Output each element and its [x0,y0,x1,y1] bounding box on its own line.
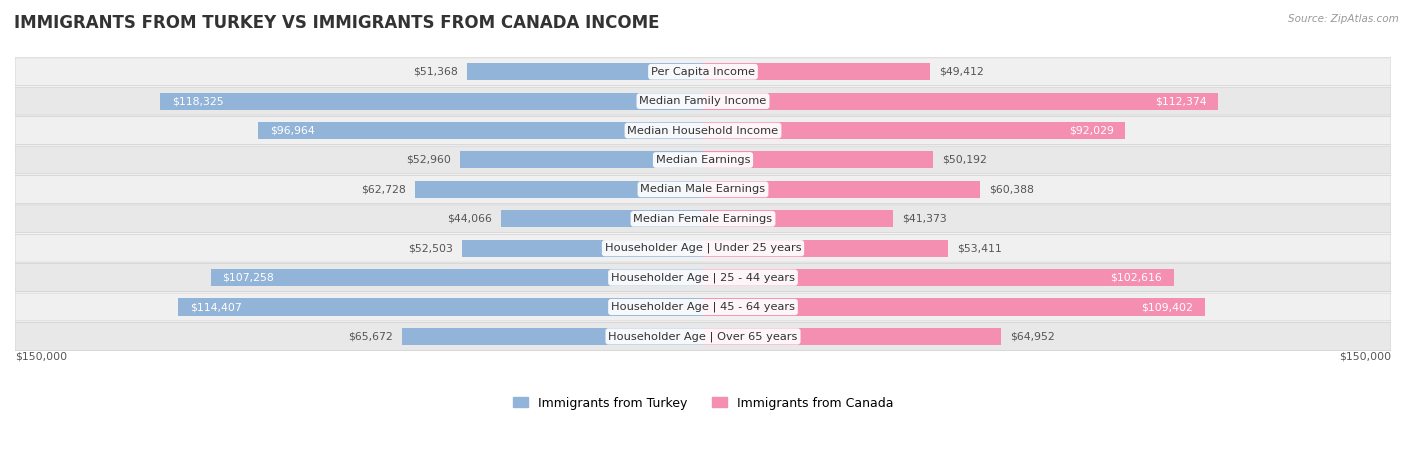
Text: Median Female Earnings: Median Female Earnings [634,214,772,224]
Text: $92,029: $92,029 [1069,126,1114,135]
Text: Per Capita Income: Per Capita Income [651,67,755,77]
Bar [703,122,1125,139]
Bar [703,298,1205,316]
Text: Source: ZipAtlas.com: Source: ZipAtlas.com [1288,14,1399,24]
Text: $62,728: $62,728 [361,184,406,194]
Text: $65,672: $65,672 [347,332,392,341]
Text: Median Earnings: Median Earnings [655,155,751,165]
Bar [703,328,1001,345]
Bar [179,298,703,316]
Text: $52,503: $52,503 [408,243,453,253]
Bar [703,151,934,169]
Bar [703,269,1174,286]
Bar [703,181,980,198]
Text: Householder Age | Under 25 years: Householder Age | Under 25 years [605,243,801,254]
Text: Householder Age | 25 - 44 years: Householder Age | 25 - 44 years [612,272,794,283]
FancyBboxPatch shape [15,146,1391,174]
Text: $150,000: $150,000 [1339,351,1391,361]
Bar [415,181,703,198]
Bar [703,240,948,257]
FancyBboxPatch shape [15,205,1391,233]
FancyBboxPatch shape [15,264,1391,291]
FancyBboxPatch shape [15,87,1391,115]
Bar [703,92,1219,110]
Text: $41,373: $41,373 [901,214,946,224]
Text: $52,960: $52,960 [406,155,451,165]
Text: $109,402: $109,402 [1142,302,1194,312]
FancyBboxPatch shape [15,322,1391,350]
Text: Median Family Income: Median Family Income [640,96,766,106]
FancyBboxPatch shape [15,234,1391,262]
Text: $53,411: $53,411 [957,243,1002,253]
Bar [160,92,703,110]
Text: $107,258: $107,258 [222,273,274,283]
Text: $96,964: $96,964 [270,126,315,135]
Text: Householder Age | 45 - 64 years: Householder Age | 45 - 64 years [612,302,794,312]
Bar [467,63,703,80]
FancyBboxPatch shape [15,58,1391,86]
Bar [259,122,703,139]
Text: $60,388: $60,388 [990,184,1033,194]
Text: IMMIGRANTS FROM TURKEY VS IMMIGRANTS FROM CANADA INCOME: IMMIGRANTS FROM TURKEY VS IMMIGRANTS FRO… [14,14,659,32]
Text: $64,952: $64,952 [1010,332,1054,341]
Legend: Immigrants from Turkey, Immigrants from Canada: Immigrants from Turkey, Immigrants from … [513,396,893,410]
Text: Median Household Income: Median Household Income [627,126,779,135]
Text: $49,412: $49,412 [939,67,984,77]
Text: $150,000: $150,000 [15,351,67,361]
Text: $44,066: $44,066 [447,214,492,224]
FancyBboxPatch shape [15,176,1391,203]
FancyBboxPatch shape [15,293,1391,321]
Bar [501,210,703,227]
Text: $50,192: $50,192 [942,155,987,165]
Text: $114,407: $114,407 [190,302,242,312]
Text: $102,616: $102,616 [1111,273,1163,283]
Bar [211,269,703,286]
Bar [460,151,703,169]
Bar [703,210,893,227]
Text: Median Male Earnings: Median Male Earnings [641,184,765,194]
Text: $112,374: $112,374 [1156,96,1206,106]
Bar [463,240,703,257]
Bar [703,63,929,80]
Bar [402,328,703,345]
Text: $51,368: $51,368 [413,67,458,77]
FancyBboxPatch shape [15,117,1391,144]
Text: $118,325: $118,325 [172,96,224,106]
Text: Householder Age | Over 65 years: Householder Age | Over 65 years [609,331,797,342]
